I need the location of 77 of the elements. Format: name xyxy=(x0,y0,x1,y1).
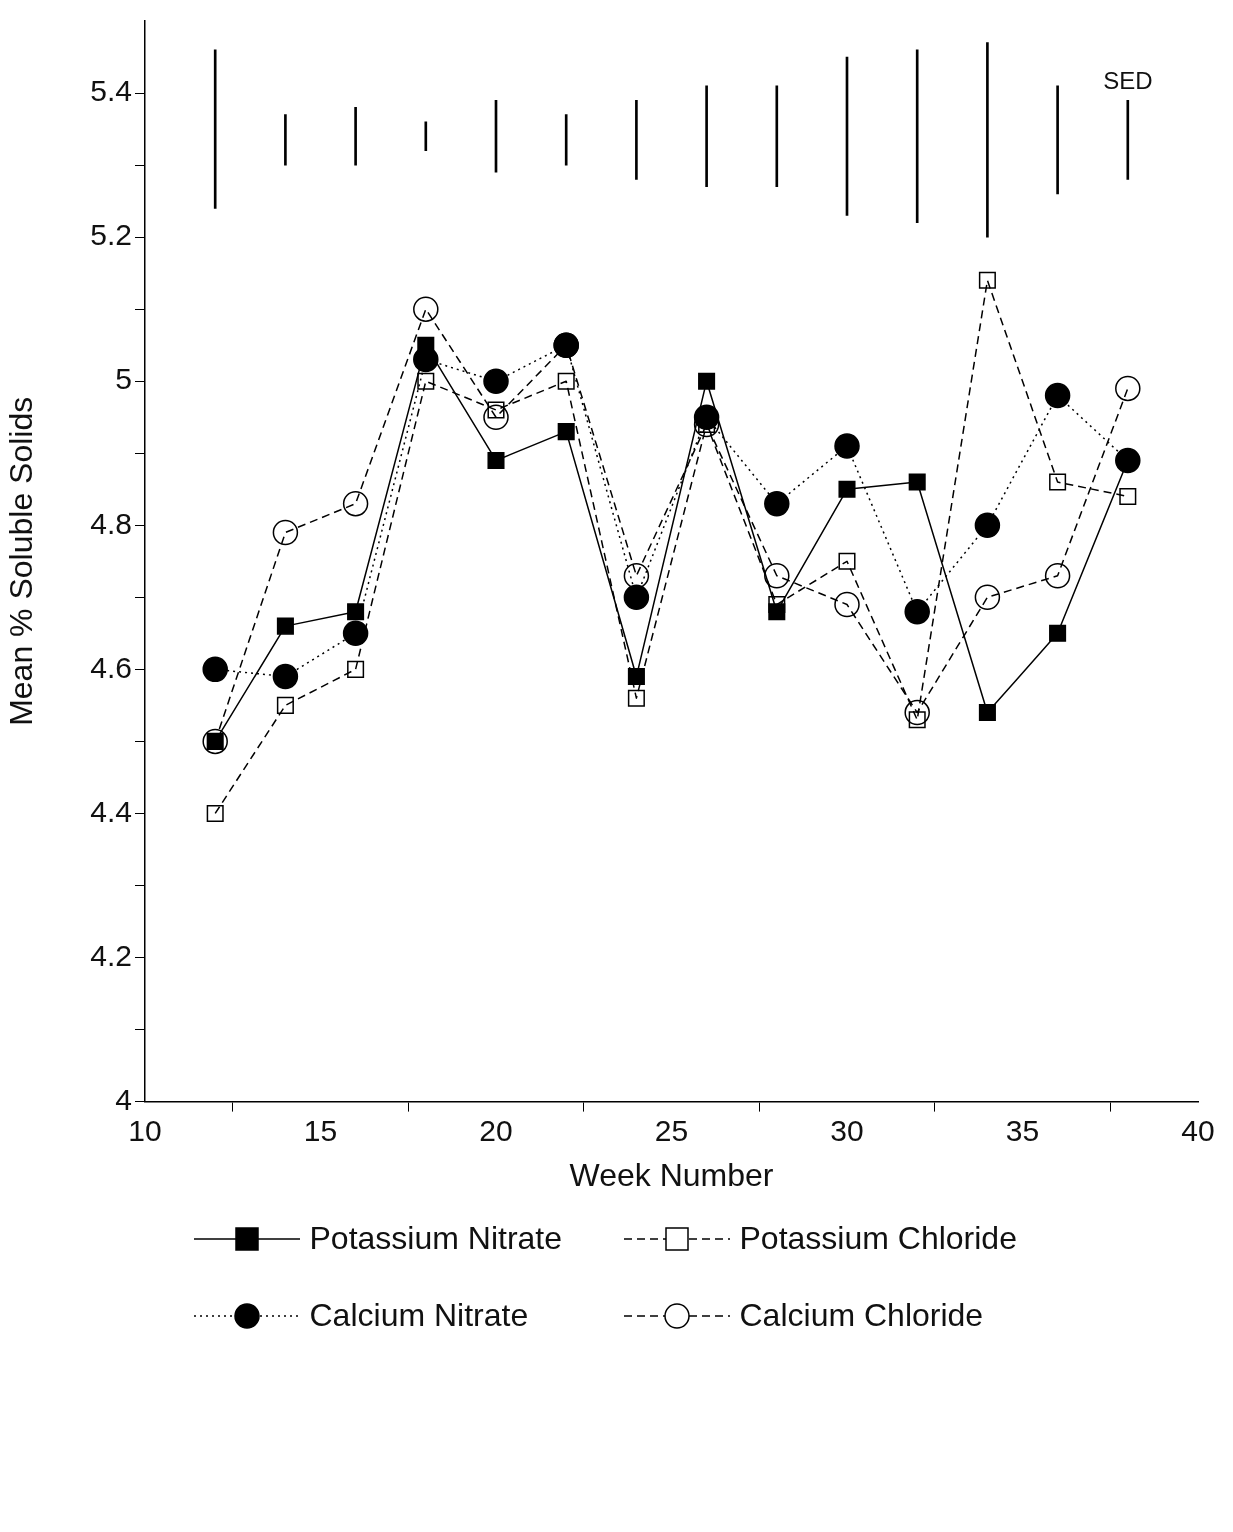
point xyxy=(413,296,439,322)
point xyxy=(1044,382,1071,409)
point xyxy=(272,663,299,690)
x-tick-label: 40 xyxy=(1181,1113,1215,1147)
point xyxy=(627,668,645,686)
x-axis-title: Week Number xyxy=(569,1156,774,1193)
legend-label: Calcium Nitrate xyxy=(309,1297,529,1334)
bar xyxy=(284,114,287,166)
point xyxy=(206,804,224,822)
x-tick-label: 35 xyxy=(1005,1113,1040,1147)
point xyxy=(764,490,790,517)
point xyxy=(347,603,365,621)
y-tick-label: 5.4 xyxy=(90,74,132,108)
point xyxy=(557,423,575,441)
legend-label: Calcium Chloride xyxy=(739,1297,984,1334)
x-tick-label: 20 xyxy=(479,1113,513,1147)
bar xyxy=(1056,85,1059,195)
point xyxy=(1049,473,1067,491)
point xyxy=(623,584,650,611)
point xyxy=(1115,375,1141,402)
point xyxy=(764,562,790,589)
point xyxy=(347,660,365,678)
series-label: SED xyxy=(1103,66,1153,94)
point xyxy=(627,689,645,707)
bar xyxy=(1126,99,1130,180)
point xyxy=(838,480,856,498)
y-tick-label: 4.8 xyxy=(90,506,132,540)
point xyxy=(1044,562,1071,589)
point xyxy=(487,451,505,469)
point xyxy=(974,584,1001,611)
y-tick-label: 4.6 xyxy=(90,650,132,684)
point xyxy=(838,552,856,570)
y-tick-label: 4 xyxy=(115,1082,132,1116)
y-axis-title: Mean % Soluble Solids xyxy=(3,396,40,726)
y-tick-label: 4.4 xyxy=(90,794,132,828)
x-tick-label: 30 xyxy=(830,1113,864,1147)
point xyxy=(557,372,575,390)
point xyxy=(768,603,786,621)
x-tick-label: 25 xyxy=(654,1113,689,1147)
bar xyxy=(986,42,989,238)
point xyxy=(276,617,294,635)
legend-label: Potassium Nitrate xyxy=(309,1220,563,1257)
bar xyxy=(635,99,638,180)
point xyxy=(1049,624,1067,642)
point xyxy=(904,699,930,726)
point xyxy=(978,271,996,289)
point xyxy=(272,519,299,546)
y-tick-label: 5 xyxy=(115,362,132,396)
point xyxy=(974,512,1001,539)
x-tick-label: 10 xyxy=(128,1113,162,1147)
bar xyxy=(354,107,357,166)
point xyxy=(483,368,509,394)
bar xyxy=(915,49,919,224)
point xyxy=(623,562,650,589)
x-tick-label: 15 xyxy=(303,1113,338,1147)
point xyxy=(342,490,369,517)
y-tick-label: 5.2 xyxy=(90,218,132,252)
point xyxy=(483,404,509,430)
bar xyxy=(424,121,428,151)
point xyxy=(834,591,860,618)
point xyxy=(904,598,930,625)
point xyxy=(342,620,369,647)
point xyxy=(202,728,228,755)
y-tick-label: 4.2 xyxy=(90,938,132,972)
point xyxy=(417,372,435,390)
bar xyxy=(775,85,779,188)
point xyxy=(698,372,716,390)
bar xyxy=(705,85,708,188)
bar xyxy=(213,49,217,209)
point xyxy=(908,473,926,491)
legend-label: Potassium Chloride xyxy=(739,1220,1017,1257)
point xyxy=(202,656,228,683)
point xyxy=(978,704,996,722)
point xyxy=(276,696,294,714)
point xyxy=(1119,487,1137,505)
bar xyxy=(564,114,568,166)
point xyxy=(834,433,860,459)
